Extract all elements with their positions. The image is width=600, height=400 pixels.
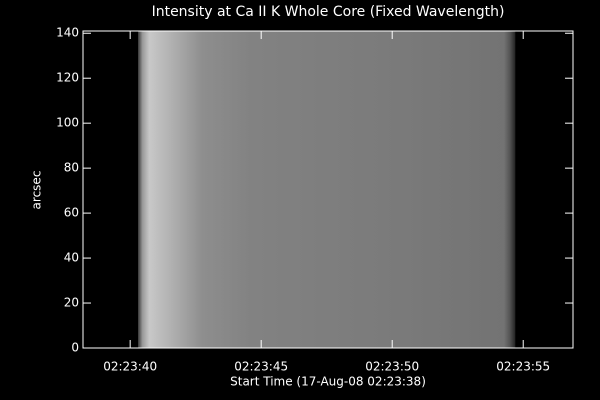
y-axis-label: arcsec xyxy=(30,171,44,210)
chart-title: Intensity at Ca II K Whole Core (Fixed W… xyxy=(152,4,505,20)
plot-frame xyxy=(82,30,574,349)
intensity-image xyxy=(138,31,516,348)
x-tick-label: 02:23:55 xyxy=(496,360,550,374)
x-axis-label: Start Time (17-Aug-08 02:23:38) xyxy=(230,375,426,389)
y-tick-label: 20 xyxy=(64,296,79,310)
x-tick-label: 02:23:40 xyxy=(103,360,157,374)
x-tick-label: 02:23:50 xyxy=(365,360,419,374)
y-tick-label: 80 xyxy=(64,161,79,175)
y-tick-label: 120 xyxy=(56,71,79,85)
y-tick-label: 100 xyxy=(56,116,79,130)
y-tick-label: 0 xyxy=(71,341,79,355)
y-tick-label: 40 xyxy=(64,251,79,265)
y-tick-label: 140 xyxy=(56,26,79,40)
x-tick-label: 02:23:45 xyxy=(234,360,288,374)
y-tick-label: 60 xyxy=(64,206,79,220)
